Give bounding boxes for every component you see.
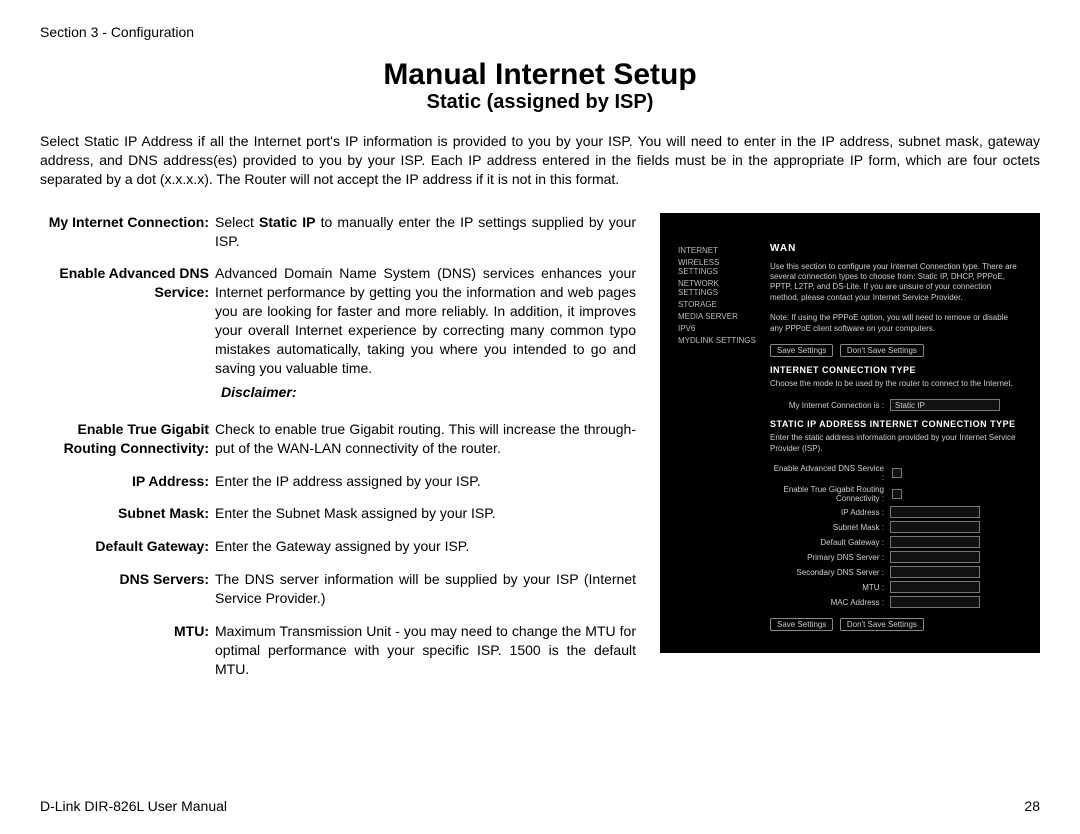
desc-ip: Enter the IP address assigned by your IS… [215,472,636,491]
router-note: Note: If using the PPPoE option, you wil… [770,313,1022,334]
nav-item: INTERNET [678,246,758,255]
router-input [890,596,980,608]
label-gateway: Default Gateway: [40,537,215,556]
router-dont-save-button: Don't Save Settings [840,344,924,357]
label-mtu: MTU: [40,622,215,679]
label-ip: IP Address: [40,472,215,491]
def-gateway: Default Gateway: Enter the Gateway assig… [40,537,636,556]
router-conn-value: Static IP [890,399,1000,411]
router-static-header: STATIC IP ADDRESS INTERNET CONNECTION TY… [770,419,1022,429]
desc-mtu: Maximum Transmission Unit - you may need… [215,622,636,679]
desc-my-internet: Select Static IP to manually enter the I… [215,213,636,251]
content-area: My Internet Connection: Select Static IP… [40,213,1040,693]
page-footer: D-Link DIR-826L User Manual 28 [40,798,1040,814]
label-adv-dns-1: Enable Advanced DNS [59,265,209,281]
label-my-internet: My Internet Connection: [40,213,215,251]
nav-item: WIRELESS SETTINGS [678,258,758,276]
def-ip: IP Address: Enter the IP address assigne… [40,472,636,491]
router-conn-label: My Internet Connection is : [770,401,890,410]
router-f-ip: IP Address : [770,508,890,517]
page-subtitle: Static (assigned by ISP) [40,91,1040,114]
router-checkbox [892,468,902,478]
nav-item: MEDIA SERVER [678,312,758,321]
router-f-dns1: Primary DNS Server : [770,553,890,562]
router-f-mask: Subnet Mask : [770,523,890,532]
label-subnet: Subnet Mask: [40,504,215,523]
desc-subnet: Enter the Subnet Mask assigned by your I… [215,504,636,523]
nav-item: IPV6 [678,324,758,333]
router-f-mac: MAC Address : [770,598,890,607]
footer-page-number: 28 [1024,798,1040,814]
router-wan-title: WAN [770,243,1022,254]
router-banner: Use this section to configure your Inter… [770,262,1022,304]
router-input [890,521,980,533]
label-adv-dns: Enable Advanced DNS Service: [40,264,215,377]
label-gigabit-1: Enable True Gigabit [78,421,209,437]
router-f-gw: Default Gateway : [770,538,890,547]
label-dns: DNS Servers: [40,570,215,608]
router-ui-screenshot: INTERNET WIRELESS SETTINGS NETWORK SETTI… [660,213,1040,653]
def-dns: DNS Servers: The DNS server information … [40,570,636,608]
router-checkbox [892,489,902,499]
label-adv-dns-2: Service: [155,284,209,300]
desc-my-internet-bold: Static IP [259,214,315,230]
router-input [890,536,980,548]
router-f-dns2: Secondary DNS Server : [770,568,890,577]
def-gigabit: Enable True Gigabit Routing Connectivity… [40,420,636,458]
nav-item: NETWORK SETTINGS [678,279,758,297]
label-gigabit: Enable True Gigabit Routing Connectivity… [40,420,215,458]
nav-item: STORAGE [678,300,758,309]
router-save-button: Save Settings [770,344,833,357]
def-my-internet: My Internet Connection: Select Static IP… [40,213,636,251]
def-adv-dns: Enable Advanced DNS Service: Advanced Do… [40,264,636,377]
section-header: Section 3 - Configuration [40,24,1040,40]
def-mtu: MTU: Maximum Transmission Unit - you may… [40,622,636,679]
router-save-button-2: Save Settings [770,618,833,631]
label-gigabit-2: Routing Connectivity: [64,440,209,456]
router-dont-save-button-2: Don't Save Settings [840,618,924,631]
router-f-advdns: Enable Advanced DNS Service : [770,464,890,482]
desc-dns: The DNS server information will be suppl… [215,570,636,608]
router-input [890,581,980,593]
desc-adv-dns: Advanced Domain Name System (DNS) servic… [215,264,636,377]
router-conn-type-sub: Choose the mode to be used by the router… [770,379,1022,389]
router-static-sub: Enter the static address information pro… [770,433,1022,454]
desc-gigabit: Check to enable true Gigabit routing. Th… [215,420,636,458]
router-f-gigabit: Enable True Gigabit Routing Connectivity… [770,485,890,503]
nav-item: MYDLINK SETTINGS [678,336,758,345]
router-input [890,566,980,578]
footer-manual-name: D-Link DIR-826L User Manual [40,798,227,814]
router-input [890,551,980,563]
desc-gateway: Enter the Gateway assigned by your ISP. [215,537,636,556]
def-subnet: Subnet Mask: Enter the Subnet Mask assig… [40,504,636,523]
disclaimer-label: Disclaimer: [221,384,636,400]
definitions-column: My Internet Connection: Select Static IP… [40,213,636,693]
router-conn-type-header: INTERNET CONNECTION TYPE [770,365,1022,375]
intro-paragraph: Select Static IP Address if all the Inte… [40,132,1040,189]
page-title: Manual Internet Setup [40,58,1040,91]
router-nav: INTERNET WIRELESS SETTINGS NETWORK SETTI… [678,243,758,638]
desc-my-internet-pre: Select [215,214,259,230]
router-f-mtu: MTU : [770,583,890,592]
router-input [890,506,980,518]
